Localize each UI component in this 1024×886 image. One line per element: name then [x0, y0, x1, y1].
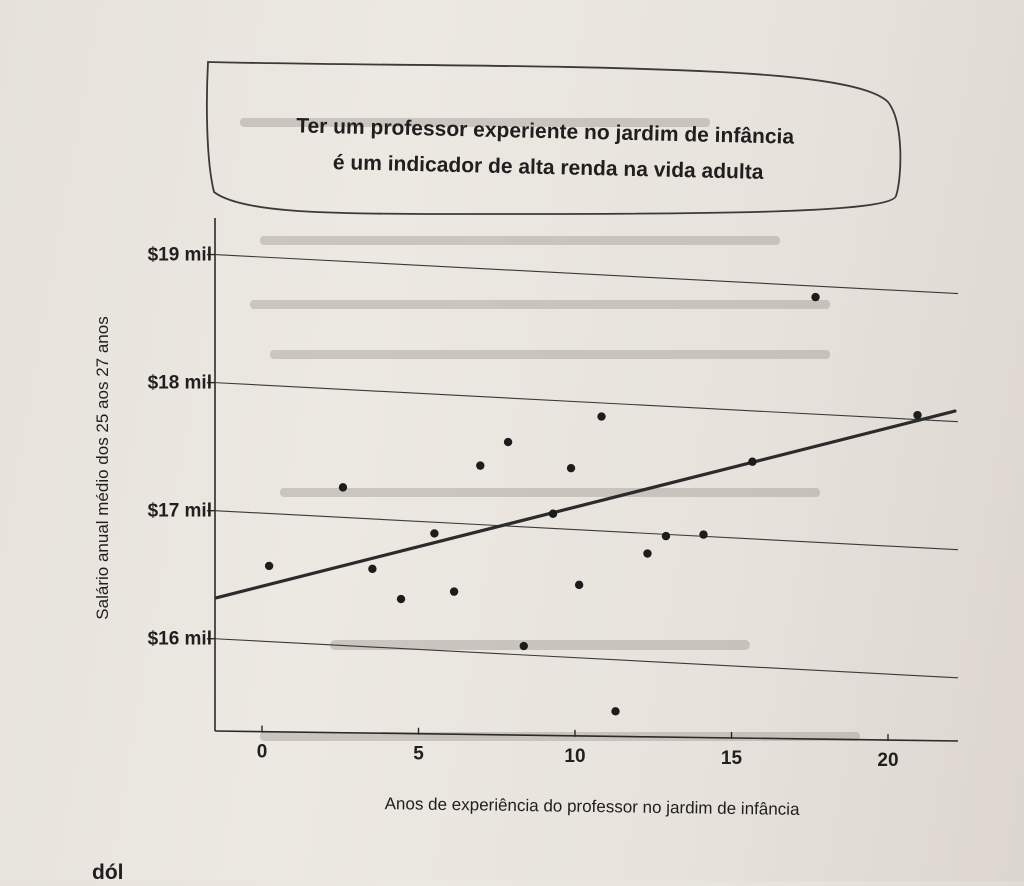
y-axis-title: Salário anual médio dos 25 aos 27 anos	[93, 316, 112, 619]
data-point-18	[748, 457, 757, 466]
plot-area: $16 mil $17 mil $18 mil $19 mil 0 5 10 15 20	[148, 218, 959, 771]
data-point-17	[699, 530, 708, 539]
data-point-13	[597, 412, 606, 421]
title-bubble	[205, 61, 902, 215]
data-point-12	[574, 580, 584, 590]
gridline-y-19	[214, 254, 959, 295]
trend-line	[214, 409, 957, 600]
data-point-4	[396, 594, 406, 604]
x-tick-label-15: 15	[721, 748, 743, 769]
data-point-8	[503, 437, 513, 447]
data-points	[264, 292, 922, 716]
y-tick-label-19: $19 mil	[148, 245, 212, 266]
y-tick-label-16: $16 mil	[148, 629, 212, 650]
x-axis-ticks: 0 5 10 15 20	[257, 725, 899, 771]
data-point-2	[338, 483, 348, 492]
data-point-15	[643, 549, 652, 558]
page-text-fragment: dól	[92, 861, 124, 881]
data-point-11	[566, 463, 576, 473]
data-point-7	[476, 461, 485, 470]
y-tick-label-17: $17 mil	[148, 501, 212, 522]
x-axis-title: Anos de experiência do professor no jard…	[385, 794, 801, 819]
x-tick-label-20: 20	[877, 750, 898, 771]
data-point-9	[519, 641, 528, 651]
bleed-through-texture	[240, 118, 860, 741]
gridline-y-18	[214, 382, 959, 423]
x-tick-label-5: 5	[413, 744, 424, 765]
data-point-14	[611, 707, 620, 716]
y-axis-ticks: $16 mil $17 mil $18 mil $19 mil	[148, 245, 215, 650]
data-point-10	[548, 509, 558, 518]
data-point-1	[264, 561, 274, 571]
gridline-y-17	[214, 510, 959, 551]
data-point-20	[913, 410, 922, 420]
y-tick-label-18: $18 mil	[148, 373, 212, 394]
trend-line-group	[214, 409, 957, 600]
data-point-19	[811, 292, 820, 302]
x-tick-label-0: 0	[257, 742, 268, 763]
chart-title-line-2: é um indicador de alta renda na vida adu…	[333, 151, 764, 184]
data-point-6	[449, 587, 459, 596]
gridline-y-16	[214, 638, 959, 679]
x-tick-label-10: 10	[564, 746, 585, 767]
data-point-5	[430, 529, 439, 538]
chart-title-line-1: Ter um professor experiente no jardim de…	[296, 114, 795, 148]
x-axis-line	[214, 730, 959, 742]
gridlines	[214, 254, 959, 679]
data-point-3	[368, 564, 377, 574]
data-point-16	[661, 531, 671, 541]
